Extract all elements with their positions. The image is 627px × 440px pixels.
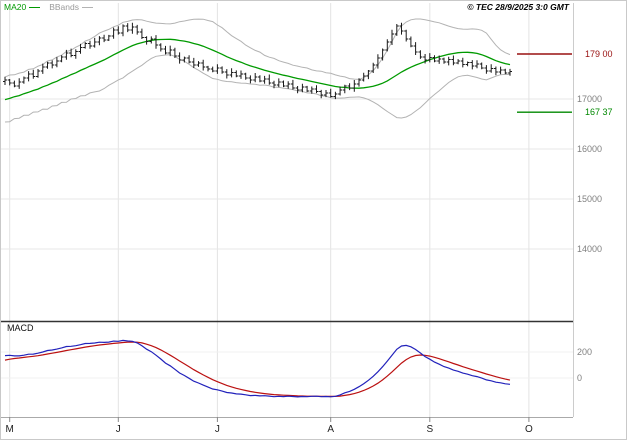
svg-text:16000: 16000 [577, 144, 602, 154]
bollinger-bands [4, 18, 511, 123]
bbands-line-swatch-icon [82, 6, 93, 8]
svg-text:J: J [116, 424, 121, 435]
svg-text:A: A [327, 424, 334, 435]
svg-text:S: S [426, 424, 433, 435]
svg-text:15000: 15000 [577, 194, 602, 204]
svg-text:J: J [215, 424, 220, 435]
ohlc-bars [3, 22, 512, 100]
ma20-line [4, 38, 511, 101]
svg-text:14000: 14000 [577, 244, 602, 254]
legend-item-bbands: BBands [49, 2, 93, 12]
ma20-line-swatch-icon [29, 6, 41, 8]
legend-bbands-label: BBands [49, 2, 79, 12]
svg-text:200: 200 [577, 347, 592, 357]
svg-text:0: 0 [577, 373, 582, 383]
svg-text:O: O [525, 424, 533, 435]
svg-text:M: M [6, 424, 14, 435]
svg-text:17000: 17000 [577, 94, 602, 104]
macd-lines [4, 339, 511, 398]
svg-text:179 00: 179 00 [585, 49, 613, 59]
gridlines [1, 3, 573, 417]
svg-text:167 37: 167 37 [585, 107, 613, 117]
axis-labels: M J J A S O 17000 16000 15000 14000 200 0 179 00 167 … [6, 49, 613, 435]
copyright-text: © TEC 28/9/2025 3:0 GMT [467, 2, 569, 12]
panel-frame [1, 3, 574, 418]
legend-item-ma20: MA20 [4, 2, 41, 12]
chart-legend: MA20 BBands [4, 2, 93, 12]
legend-ma20-label: MA20 [4, 2, 27, 12]
macd-panel-label: MACD [7, 323, 34, 333]
level-lines [517, 53, 572, 113]
